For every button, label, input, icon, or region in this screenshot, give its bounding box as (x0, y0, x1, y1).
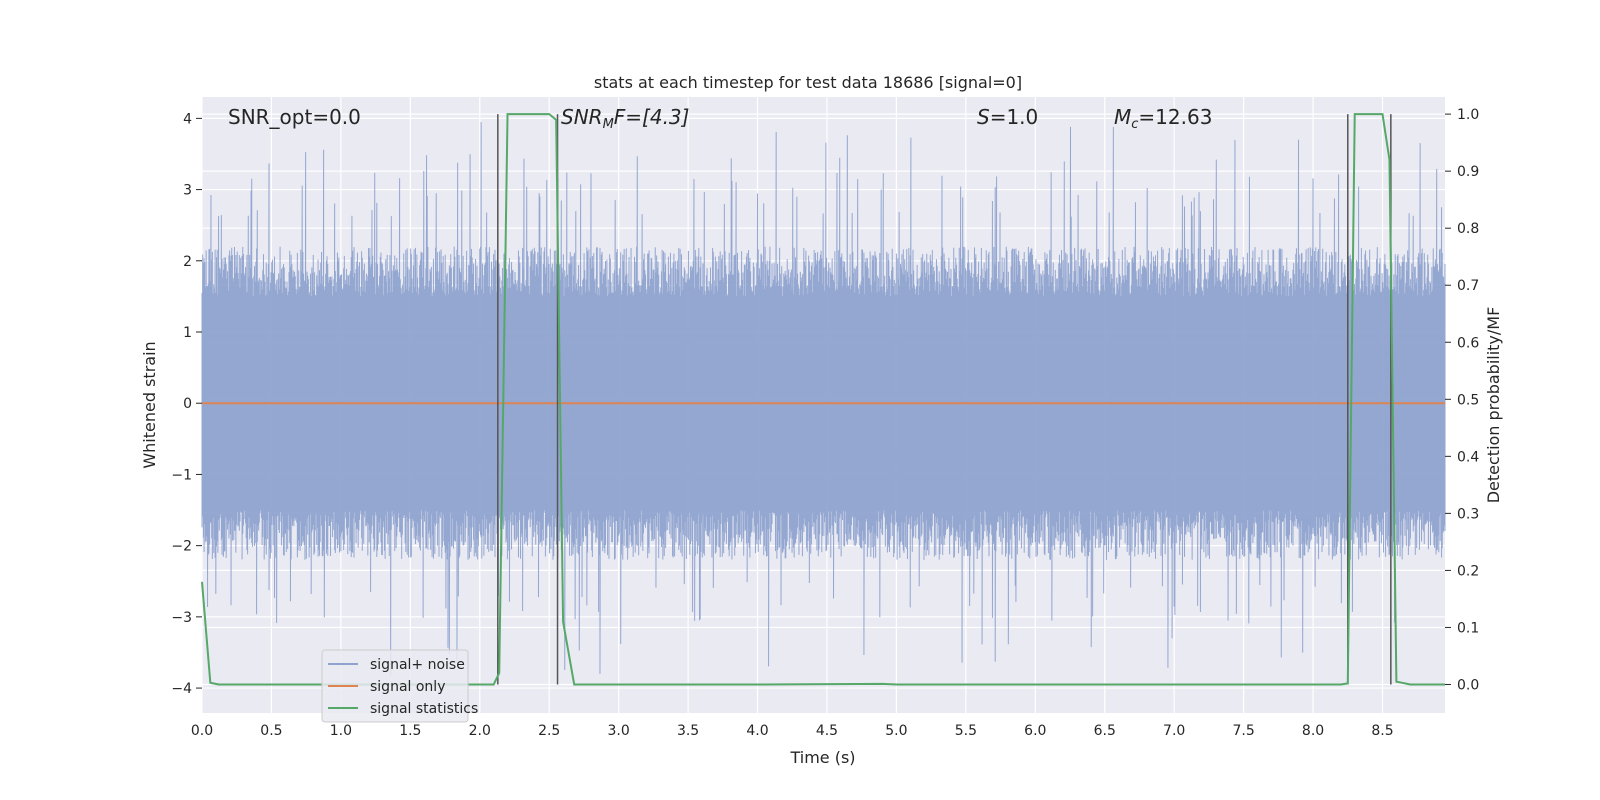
annotation-mc-rest: =12.63 (1138, 105, 1212, 129)
x-tick-7: 3.5 (677, 723, 699, 739)
yr-tick-5: 0.5 (1457, 392, 1479, 408)
x-axis-label: Time (s) (789, 748, 855, 767)
annotation-mc-italic: M (1114, 105, 1131, 129)
annotation-mc: Mc=12.63 (1114, 105, 1212, 132)
yl-tick-0: 4 (183, 111, 192, 127)
right-y-axis-ticks: 1.0 0.9 0.8 0.7 0.6 0.5 0.4 0.3 0.2 0.1 0.0 (1445, 107, 1479, 693)
left-y-axis-ticks: 4 3 2 1 0 −1 −2 −3 −4 (171, 111, 202, 697)
yr-tick-2: 0.8 (1457, 221, 1479, 237)
yr-tick-7: 0.3 (1457, 506, 1479, 522)
annotation-snr-mf-italic: SNR (561, 105, 603, 129)
series-signal-noise (201, 122, 1446, 677)
chart-title: stats at each timestep for test data 186… (594, 73, 1022, 92)
annotation-snr-mf-rest: F=[4.3] (614, 105, 690, 129)
annotation-snr-opt: SNR_opt=0.0 (228, 105, 361, 129)
annotation-snr-mf: SNRMF=[4.3] (561, 105, 689, 132)
yr-tick-8: 0.2 (1457, 563, 1479, 579)
noise-trace (201, 122, 1446, 677)
x-tick-15: 7.5 (1232, 723, 1254, 739)
annotation-mc-sub: c (1131, 117, 1138, 132)
yr-tick-9: 0.1 (1457, 620, 1479, 636)
yl-tick-2: 2 (183, 254, 192, 270)
right-y-axis-label: Detection probability/MF (1484, 307, 1503, 504)
x-tick-17: 8.5 (1371, 723, 1393, 739)
legend-label-signal-noise: signal+ noise (370, 657, 465, 673)
x-tick-16: 8.0 (1302, 723, 1324, 739)
yl-tick-7: −3 (171, 610, 192, 626)
yr-tick-6: 0.4 (1457, 449, 1479, 465)
yr-tick-1: 0.9 (1457, 164, 1479, 180)
x-tick-13: 6.5 (1094, 723, 1116, 739)
legend: signal+ noise signal only signal statist… (321, 649, 478, 723)
x-tick-3: 1.5 (399, 723, 421, 739)
yl-tick-4: 0 (183, 396, 192, 412)
annotation-s-rest: =1.0 (990, 105, 1039, 129)
x-tick-10: 5.0 (885, 723, 907, 739)
x-tick-2: 1.0 (330, 723, 352, 739)
yr-tick-3: 0.7 (1457, 278, 1479, 294)
yl-tick-3: 1 (183, 325, 192, 341)
left-y-axis-label: Whitened strain (140, 341, 159, 468)
x-tick-1: 0.5 (260, 723, 282, 739)
legend-label-signal-statistics: signal statistics (370, 701, 478, 717)
x-tick-4: 2.0 (469, 723, 491, 739)
x-tick-14: 7.0 (1163, 723, 1185, 739)
yr-tick-10: 0.0 (1457, 677, 1479, 693)
x-tick-11: 5.5 (955, 723, 977, 739)
yl-tick-1: 3 (183, 183, 192, 199)
x-axis-ticks: 0.0 0.5 1.0 1.5 2.0 2.5 3.0 3.5 4.0 4.5 5.0 5.5 6.0 6… (191, 723, 1394, 739)
annotation-snr-mf-sub: M (603, 117, 614, 132)
x-tick-0: 0.0 (191, 723, 213, 739)
yr-tick-4: 0.6 (1457, 335, 1479, 351)
annotation-s-italic: S (977, 105, 990, 129)
legend-label-signal-only: signal only (370, 679, 445, 695)
yl-tick-8: −4 (171, 681, 192, 697)
x-tick-12: 6.0 (1024, 723, 1046, 739)
vertical-markers (497, 114, 1392, 685)
x-tick-9: 4.5 (816, 723, 838, 739)
annotation-s: S=1.0 (977, 105, 1038, 129)
x-tick-5: 2.5 (538, 723, 560, 739)
yr-tick-0: 1.0 (1457, 107, 1479, 123)
x-tick-8: 4.0 (746, 723, 768, 739)
x-tick-6: 3.0 (608, 723, 630, 739)
legend-box (321, 649, 469, 723)
yl-tick-5: −1 (171, 467, 192, 483)
yl-tick-6: −2 (171, 539, 192, 555)
